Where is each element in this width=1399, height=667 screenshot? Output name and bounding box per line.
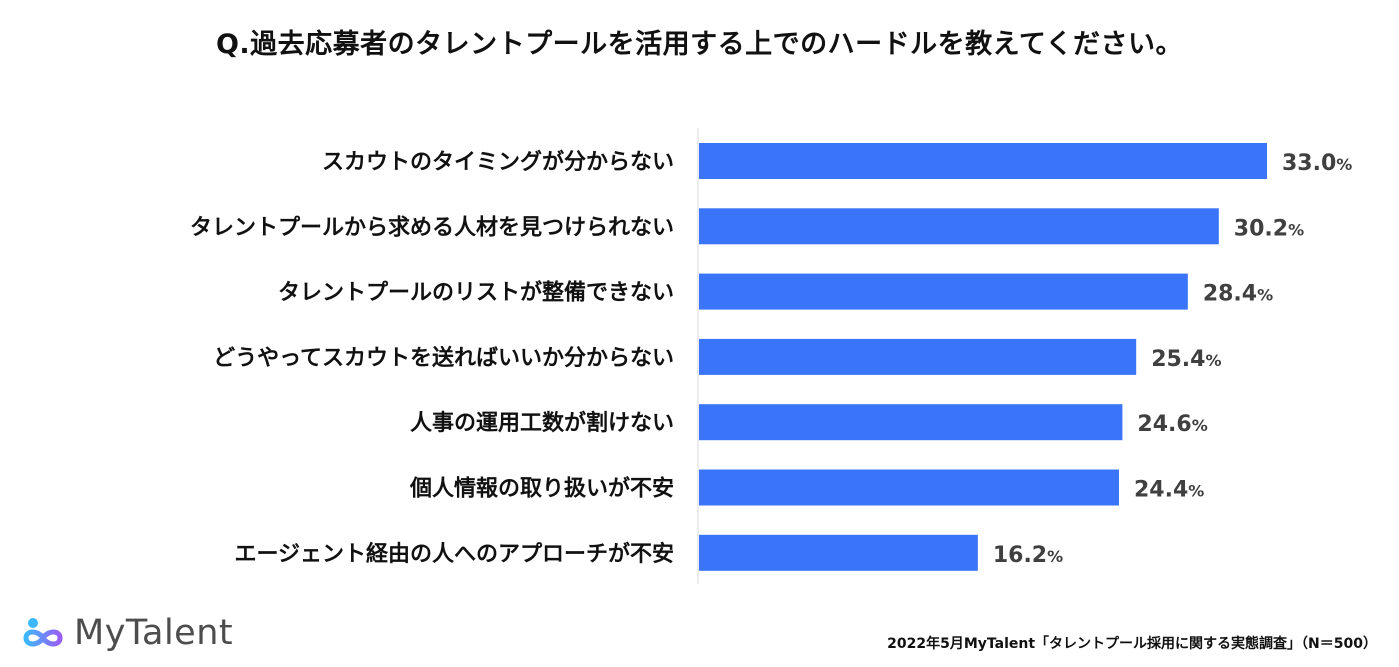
value-label: 25.4%	[1151, 347, 1221, 372]
value-number: 28.4	[1203, 282, 1257, 307]
category-label: タレントプールのリストが整備できない	[278, 280, 674, 306]
category-label: エージェント経由の人へのアプローチが不安	[234, 541, 674, 567]
bar	[699, 273, 1188, 310]
category-label: スカウトのタイミングが分からない	[322, 149, 674, 175]
value-number: 25.4	[1151, 347, 1205, 372]
value-label: 28.4%	[1203, 282, 1273, 307]
value-unit: %	[1188, 482, 1204, 501]
bar	[699, 534, 978, 571]
bar	[699, 469, 1119, 506]
value-label: 16.2%	[993, 543, 1063, 568]
category-label: どうやってスカウトを送ればいいか分からない	[213, 345, 674, 371]
value-unit: %	[1047, 547, 1063, 566]
value-unit: %	[1205, 351, 1221, 370]
value-unit: %	[1192, 416, 1208, 435]
value-unit: %	[1257, 286, 1273, 305]
chart-title: Q.過去応募者のタレントプールを活用する上でのハードルを教えてください。	[215, 29, 1184, 60]
source-note: 2022年5月MyTalent「タレントプール採用に関する実態調査」（N＝500…	[887, 636, 1377, 652]
category-label: 人事の運用工数が割けない	[410, 410, 674, 436]
logo-text: MyTalent	[74, 613, 234, 653]
value-label: 24.4%	[1134, 478, 1204, 503]
category-label: 個人情報の取り扱いが不安	[409, 476, 674, 502]
value-label: 33.0%	[1282, 151, 1352, 176]
value-unit: %	[1288, 220, 1304, 239]
infinity-logo-icon	[23, 618, 63, 647]
category-label: タレントプールから求める人材を見つけられない	[190, 215, 674, 240]
value-number: 16.2	[993, 543, 1047, 568]
value-label: 24.6%	[1137, 412, 1207, 437]
value-number: 24.4	[1134, 478, 1188, 503]
value-unit: %	[1336, 155, 1352, 174]
bar	[699, 143, 1267, 179]
bar	[699, 208, 1219, 245]
bar	[699, 338, 1137, 375]
value-number: 33.0	[1282, 151, 1336, 176]
value-label: 30.2%	[1234, 216, 1304, 241]
mytalent-logo: MyTalent	[20, 610, 233, 656]
bar	[699, 404, 1123, 441]
value-number: 24.6	[1137, 412, 1191, 437]
value-number: 30.2	[1234, 216, 1288, 241]
